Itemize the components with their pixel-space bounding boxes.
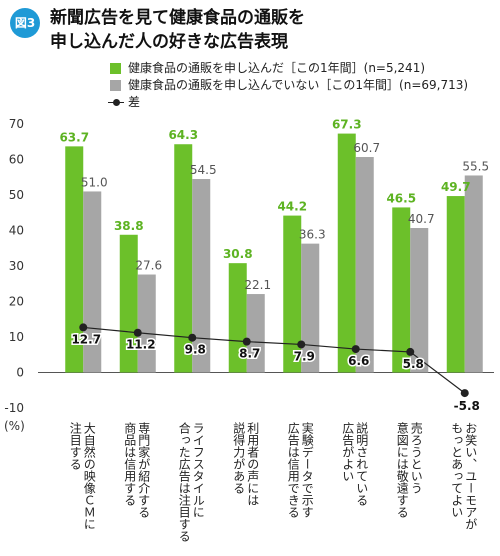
y-tick-label: 40 [9, 224, 24, 238]
unit-label: (%) [4, 419, 25, 433]
legend-label-gray: 健康食品の通販を申し込んでいない［この1年間］(n=69,713) [128, 78, 469, 92]
data-label-green: 44.2 [277, 200, 307, 214]
y-tick-label: 60 [9, 153, 24, 167]
data-label-gray: 55.5 [462, 159, 489, 173]
figure-badge: 図3 [10, 8, 40, 38]
title-area: 図3 新聞広告を見て健康食品の通販を 申し込んだ人の好きな広告表現 [10, 6, 490, 54]
x-tick-label: 専門家が紹介する [137, 422, 151, 518]
diff-label: 9.8 [185, 343, 206, 357]
diff-label: 5.8 [403, 357, 424, 371]
bar-green [174, 144, 193, 373]
bar-gray [246, 294, 265, 373]
x-tick-label: 売ろうという [409, 421, 423, 494]
x-tick-label: 合った広告は注目する [177, 421, 191, 542]
legend-swatch-gray [110, 80, 121, 91]
y-tick-label: 20 [9, 295, 24, 309]
diff-point [406, 347, 415, 356]
x-tick-label: 説明されている [355, 421, 369, 506]
legend-label-green: 健康食品の通販を申し込んだ［この1年間］(n=5,241) [128, 61, 426, 75]
x-tick-label: 意図には敬遠する [395, 421, 409, 518]
bar-green [119, 234, 138, 373]
data-label-green: 49.7 [441, 180, 471, 194]
y-tick-label: 0 [16, 366, 24, 380]
legend-label-line: 差 [128, 95, 141, 109]
bar-green [228, 263, 247, 373]
chart-title-line2: 申し込んだ人の好きな広告表現 [50, 32, 288, 52]
x-tick-label: お笑い、ユーモアが [464, 422, 478, 530]
bar-green [283, 215, 302, 373]
data-label-green: 46.5 [386, 191, 416, 205]
bar-green [392, 207, 411, 373]
legend: 健康食品の通販を申し込んだ［この1年間］(n=5,241) 健康食品の通販を申し… [108, 60, 498, 111]
x-tick-label: 注目する [68, 421, 82, 470]
legend-swatch-line [108, 99, 124, 106]
diff-point [188, 333, 197, 342]
bar-gray [355, 157, 374, 373]
diff-point [351, 345, 360, 354]
data-label-gray: 36.3 [299, 228, 326, 242]
data-label-green: 30.8 [223, 247, 253, 261]
diff-point [460, 389, 469, 398]
bar-green [65, 146, 84, 373]
y-tick-label: 70 [9, 117, 24, 131]
x-tick-label: 利用者の声には [246, 422, 260, 506]
chart-title: 新聞広告を見て健康食品の通販を 申し込んだ人の好きな広告表現 [50, 6, 490, 54]
diff-line [83, 326, 466, 394]
x-tick-label: 実験データで示す [300, 421, 314, 518]
data-label-gray: 60.7 [353, 141, 380, 155]
bar-gray [464, 175, 483, 373]
diff-label: 12.7 [71, 332, 101, 346]
data-label-gray: 27.6 [135, 259, 162, 273]
x-tick-label: 大自然の映像ＣＭに [82, 422, 96, 530]
diff-label: 11.2 [126, 338, 156, 352]
bar-green [337, 133, 356, 373]
legend-swatch-green [110, 63, 121, 74]
diff-label: 8.7 [239, 347, 260, 361]
legend-item-line: 差 [108, 94, 498, 111]
diff-point [79, 323, 88, 332]
chart-title-line1: 新聞広告を見て健康食品の通販を [50, 8, 305, 28]
data-label-gray: 40.7 [408, 212, 435, 226]
data-label-gray: 54.5 [190, 163, 217, 177]
diff-label: 7.9 [294, 349, 315, 363]
x-tick-label: 説得力がある [232, 421, 246, 494]
data-label-green: 38.8 [114, 219, 144, 233]
x-tick-label: ライフスタイルに [191, 422, 205, 518]
y-tick-label: 30 [9, 259, 24, 273]
data-label-green: 64.3 [168, 128, 198, 142]
diff-point [242, 337, 251, 346]
y-tick-label: 10 [9, 330, 24, 344]
diff-point [297, 340, 306, 349]
bar-gray [410, 228, 429, 373]
data-label-green: 63.7 [59, 130, 89, 144]
diff-label: -5.8 [454, 399, 480, 413]
legend-item-gray: 健康食品の通販を申し込んでいない［この1年間］(n=69,713) [108, 77, 498, 94]
x-tick-label: もっとあってよい [450, 422, 464, 518]
diff-point [133, 328, 142, 337]
bar-gray [137, 274, 156, 373]
data-label-gray: 51.0 [81, 175, 108, 189]
bar-gray [83, 191, 102, 373]
y-tick-label: -10 [4, 401, 24, 415]
data-label-gray: 22.1 [244, 278, 271, 292]
x-tick-label: 広告は信用できる [286, 422, 300, 518]
x-tick-label: 商品は信用する [123, 421, 137, 506]
bar-green [446, 196, 465, 373]
bar-gray [301, 243, 320, 373]
data-label-green: 67.3 [332, 118, 362, 132]
chart-svg: -10 0 10 20 30 40 50 60 70 (%) 63.7 51.0 38.8 27.6 64.… [4, 117, 494, 542]
legend-item-green: 健康食品の通販を申し込んだ［この1年間］(n=5,241) [108, 60, 498, 77]
x-tick-label: 広告がよい [341, 422, 355, 482]
y-tick-label: 50 [9, 188, 24, 202]
bar-gray [192, 179, 211, 373]
diff-label: 6.6 [348, 354, 369, 368]
